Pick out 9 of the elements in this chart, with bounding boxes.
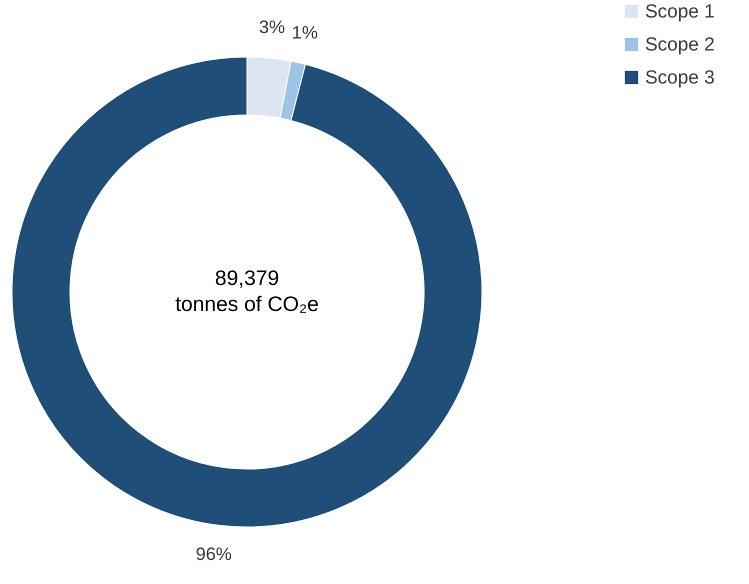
data-label: 96%	[196, 544, 232, 564]
data-label: 3%	[258, 17, 285, 38]
data-label: 1%	[292, 22, 318, 42]
legend-label: Scope 1	[645, 2, 715, 22]
legend-label: Scope 2	[645, 34, 715, 56]
legend-label: Scope 3	[645, 68, 715, 88]
text: 89,379	[214, 267, 280, 290]
donut-slice	[12, 56, 482, 528]
text: tonnes of CO₂e	[175, 293, 319, 316]
